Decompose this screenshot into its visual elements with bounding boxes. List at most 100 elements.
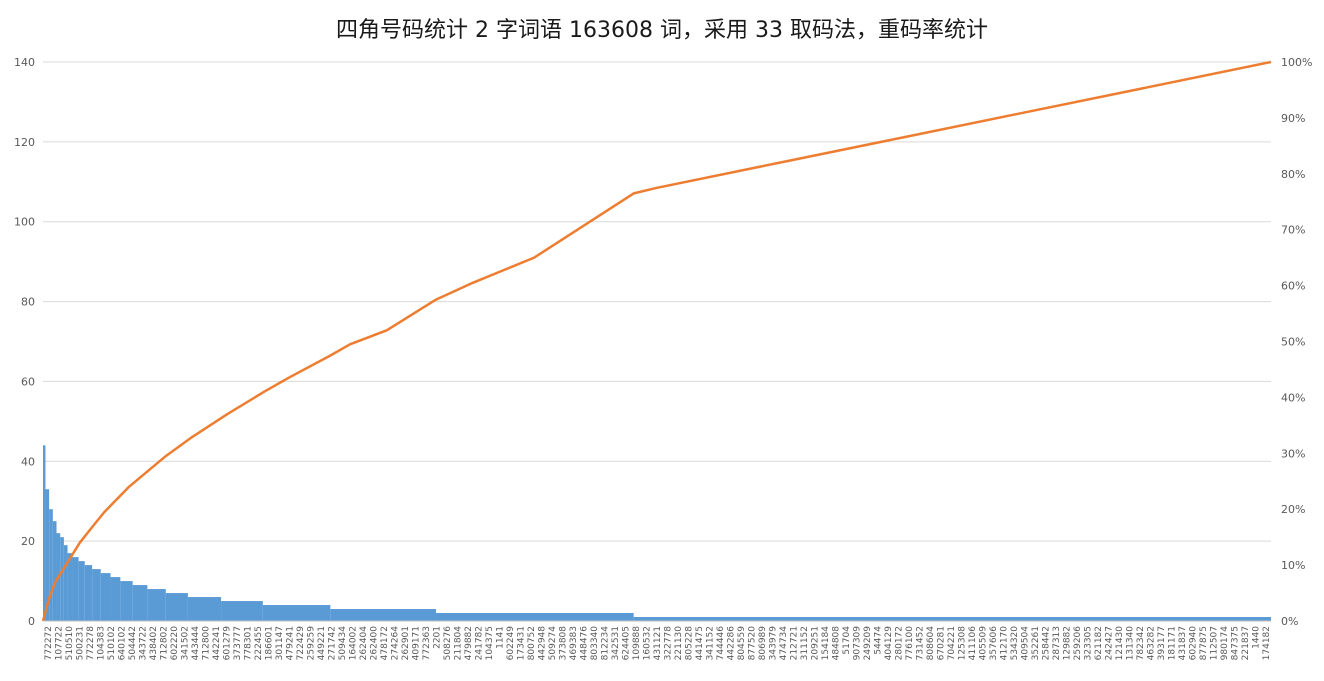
y2-tick-label: 40% <box>1281 391 1305 404</box>
y2-tick-label: 0% <box>1281 615 1298 628</box>
y-tick-label: 20 <box>21 535 35 548</box>
x-tick-label: 109888 <box>632 626 642 661</box>
x-tick-label: 121430 <box>1115 626 1125 661</box>
x-tick-label: 2201 <box>433 626 443 649</box>
x-tick-label: 510510 <box>65 626 75 661</box>
x-tick-label: 373777 <box>233 626 243 660</box>
frequency-bar <box>187 597 222 621</box>
x-tick-label: 510102 <box>107 626 117 660</box>
x-tick-label: 624405 <box>622 626 632 660</box>
x-tick-label: 712802 <box>160 626 170 660</box>
category-axis: 772272 107722 510510 500231 772278 104383 5101… <box>43 620 1272 661</box>
y2-tick-label: 60% <box>1281 280 1305 293</box>
y-tick-label: 80 <box>21 296 35 309</box>
x-tick-label: 504442 <box>128 626 138 660</box>
y2-tick-label: 50% <box>1281 336 1305 349</box>
x-tick-label: 442286 <box>727 626 737 661</box>
x-tick-label: 1141 <box>496 626 506 649</box>
frequency-bar <box>147 589 166 621</box>
x-tick-label: 847375 <box>1230 626 1240 660</box>
x-tick-label: 508276 <box>443 626 453 661</box>
frequency-bar <box>165 593 188 621</box>
y-tick-label: 0 <box>28 615 35 628</box>
x-tick-label: 212721 <box>789 626 799 660</box>
x-tick-label: 125308 <box>957 626 967 661</box>
x-tick-label: 442948 <box>538 626 548 661</box>
x-tick-label: 209251 <box>810 626 820 660</box>
x-tick-label: 160532 <box>643 626 653 660</box>
x-tick-label: 602940 <box>1188 626 1198 661</box>
frequency-bar <box>92 569 101 621</box>
x-tick-label: 449221 <box>317 626 327 660</box>
x-tick-label: 54474 <box>873 626 883 655</box>
x-tick-label: 404129 <box>884 626 894 661</box>
frequency-bar <box>84 565 93 621</box>
x-tick-label: 907309 <box>852 626 862 661</box>
x-tick-label: 877875 <box>1199 626 1209 660</box>
frequency-bar <box>60 537 64 621</box>
y2-tick-label: 80% <box>1281 168 1305 181</box>
y-tick-label: 120 <box>14 136 35 149</box>
x-tick-label: 322778 <box>664 626 674 661</box>
x-tick-label: 808604 <box>926 626 936 661</box>
x-tick-label: 442241 <box>212 626 222 660</box>
x-tick-label: 262901 <box>401 626 411 660</box>
x-tick-label: 373808 <box>559 626 569 661</box>
x-tick-label: 411106 <box>968 626 978 661</box>
gridlines <box>43 61 1271 622</box>
frequency-bar <box>120 581 133 621</box>
cumulative-line-layer <box>41 60 1272 622</box>
x-tick-label: 484808 <box>831 626 841 661</box>
x-tick-label: 803340 <box>590 626 600 661</box>
x-tick-label: 782342 <box>1136 626 1146 660</box>
x-tick-label: 221837 <box>1241 626 1251 660</box>
x-tick-label: 443444 <box>191 626 201 661</box>
frequency-bar <box>67 553 73 621</box>
x-tick-label: 479241 <box>286 626 296 660</box>
x-tick-label: 431121 <box>653 626 663 660</box>
x-tick-label: 241782 <box>475 626 485 660</box>
x-tick-label: 772363 <box>422 626 432 660</box>
y2-tick-label: 90% <box>1281 112 1305 125</box>
frequency-bar <box>45 489 50 621</box>
x-tick-label: 722429 <box>296 626 306 661</box>
x-tick-label: 186601 <box>265 626 275 660</box>
frequency-bar <box>63 545 68 621</box>
x-tick-label: 772278 <box>86 626 96 661</box>
x-tick-label: 509434 <box>338 626 348 661</box>
x-tick-label: 806989 <box>758 626 768 661</box>
frequency-bar <box>100 573 111 621</box>
x-tick-label: 259206 <box>1073 626 1083 661</box>
chart-title: 四角号码统计 2 字词语 163608 词，采用 33 取码法，重码率统计 <box>336 18 988 43</box>
x-tick-label: 804559 <box>737 626 747 661</box>
x-tick-label: 409504 <box>1020 626 1030 661</box>
x-tick-label: 352261 <box>1031 626 1041 660</box>
x-tick-label: 500231 <box>76 626 86 660</box>
frequency-bar <box>262 605 331 621</box>
x-tick-label: 181171 <box>1167 626 1177 660</box>
y2-tick-label: 20% <box>1281 503 1305 516</box>
x-tick-label: 343722 <box>139 626 149 660</box>
frequency-bar <box>132 585 148 621</box>
x-tick-label: 271742 <box>328 626 338 660</box>
y-tick-label: 40 <box>21 455 35 468</box>
x-tick-label: 104383 <box>97 626 107 660</box>
x-tick-label: 877520 <box>748 626 758 661</box>
x-tick-label: 107722 <box>55 626 65 660</box>
x-tick-label: 412170 <box>999 626 1009 661</box>
x-tick-label: 1440 <box>1251 626 1261 649</box>
x-tick-label: 441475 <box>695 626 705 660</box>
x-tick-label: 704221 <box>947 626 957 660</box>
cumulative-percentage-line <box>41 60 1272 622</box>
x-tick-label: 744446 <box>716 626 726 661</box>
x-tick-label: 772272 <box>44 626 54 660</box>
x-tick-label: 249209 <box>863 626 873 661</box>
x-tick-label: 778301 <box>244 626 254 660</box>
frequency-bar <box>78 561 85 621</box>
x-tick-label: 431837 <box>1178 626 1188 660</box>
frequency-bar <box>633 617 1271 621</box>
x-tick-label: 274264 <box>391 626 401 661</box>
x-tick-label: 448476 <box>580 626 590 661</box>
x-tick-label: 129882 <box>1062 626 1072 660</box>
x-tick-label: 211804 <box>454 626 464 661</box>
